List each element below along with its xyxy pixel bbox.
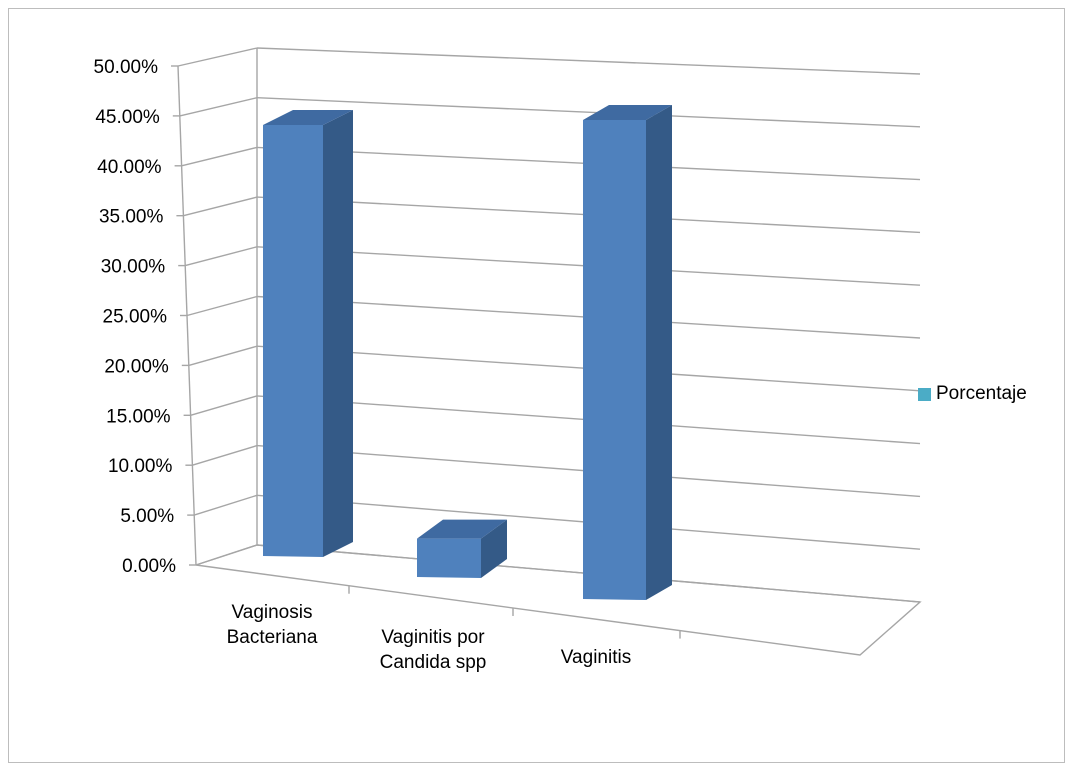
axes	[171, 48, 922, 656]
y-tick-label: 45.00%	[95, 107, 160, 128]
y-tick-label: 50.00%	[94, 57, 159, 78]
y-tick-label: 0.00%	[122, 556, 176, 577]
legend-swatch	[918, 387, 931, 401]
y-tick-label: 10.00%	[108, 456, 173, 477]
y-tick-label: 25.00%	[103, 307, 168, 328]
bar-front	[263, 125, 323, 557]
legend: Porcentaje	[918, 383, 1027, 405]
bar-top	[417, 519, 507, 539]
category-label: Vaginosis Bacteriana	[227, 602, 318, 648]
side-gridline	[179, 97, 258, 117]
bar	[583, 105, 672, 600]
category-labels: Vaginosis Bacteriana Vaginitis por Candida …	[227, 602, 632, 673]
y-tick-label: 15.00%	[106, 406, 171, 427]
bar-side	[646, 105, 672, 600]
bar-side	[481, 519, 507, 578]
chart-frame	[8, 8, 1065, 763]
bars	[263, 105, 672, 600]
y-tick-label: 35.00%	[99, 207, 164, 228]
side-gridline	[181, 146, 258, 167]
back-gridline	[256, 97, 921, 128]
back-gridline	[256, 47, 921, 75]
bar-top	[583, 105, 672, 120]
y-axis-tick-labels: 0.00% 5.00% 10.00% 15.00% 20.00% 25.00% 30.00%…	[94, 57, 177, 577]
category-label: Vaginitis	[561, 647, 631, 668]
category-label: Vaginitis por Candida spp	[380, 627, 487, 673]
side-gridline	[185, 246, 258, 267]
side-gridline	[188, 345, 258, 367]
y-tick-label: 5.00%	[120, 506, 174, 527]
y-tick-label: 30.00%	[101, 257, 166, 278]
side-gridline	[192, 444, 258, 466]
side-gridline	[186, 295, 258, 317]
side-gridline	[193, 494, 258, 516]
bar-side	[323, 110, 353, 557]
y-tick-label: 40.00%	[97, 157, 162, 178]
y-tick-label: 20.00%	[104, 356, 169, 377]
legend-label: Porcentaje	[936, 383, 1027, 404]
side-gridline	[183, 196, 258, 217]
side-gridline	[177, 47, 258, 67]
bar-front	[417, 538, 481, 578]
bar-front	[583, 120, 646, 600]
bar	[417, 519, 507, 578]
wall-edge	[177, 65, 197, 566]
bar	[263, 110, 353, 557]
bar-top	[263, 110, 353, 125]
floor	[195, 544, 922, 656]
side-gridline	[190, 395, 258, 416]
